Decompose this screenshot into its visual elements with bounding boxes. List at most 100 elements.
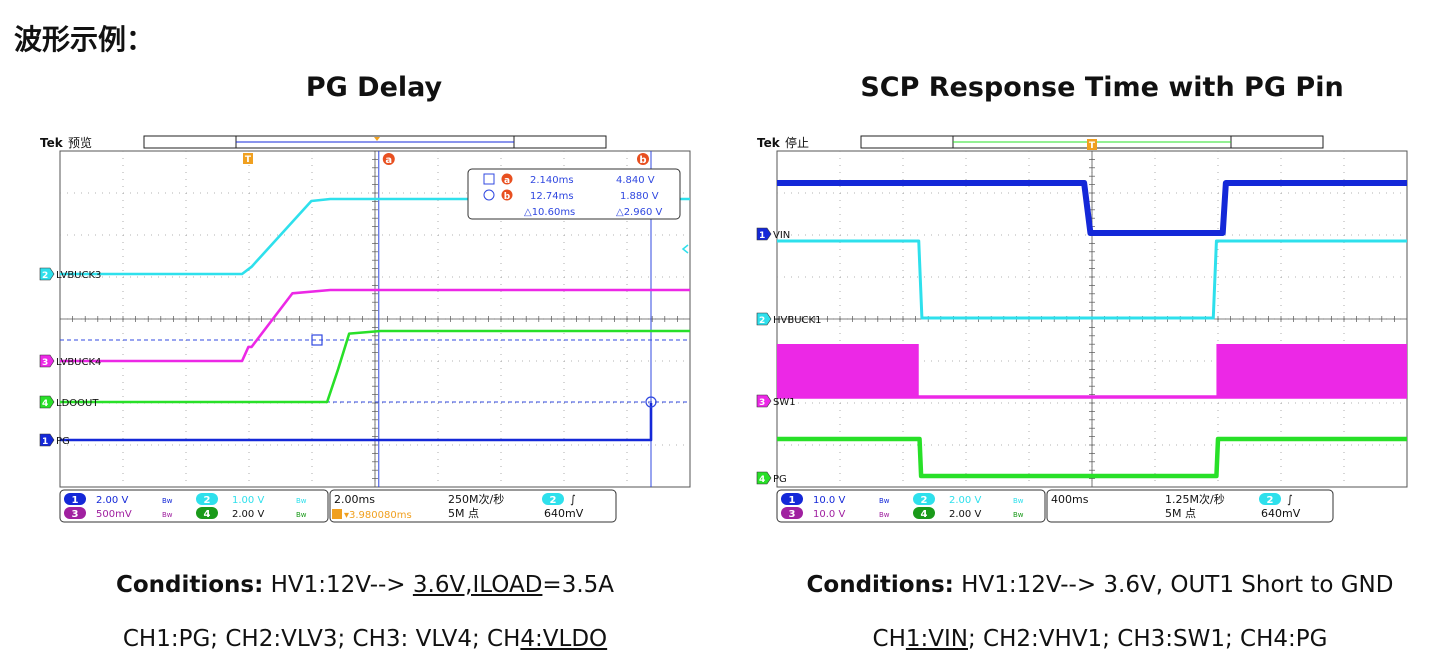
ch2-scale-value: 1.00 V	[232, 495, 264, 506]
trigger-level-value: 640mV	[544, 507, 584, 520]
cursor-readout-box	[467, 168, 681, 220]
trigger-marker-letter: T	[245, 155, 252, 165]
sample-rate-value: 250M次/秒	[448, 492, 504, 506]
cursor-b-circle-marker	[645, 396, 657, 408]
trigger-marker-icon	[1087, 139, 1097, 150]
trigger-slope-icon: ∫	[570, 493, 576, 506]
trigger-level-value: 640mV	[1261, 507, 1301, 520]
ch3-scale-value: 500mV	[96, 509, 132, 520]
cursor-b-marker-letter: b	[639, 155, 646, 166]
chart-title-scp-response: SCP Response Time with PG Pin	[860, 72, 1344, 103]
cursor-b-marker-icon	[637, 153, 649, 165]
channels-suffix: ; CH2:VHV1; CH3:SW1; CH4:PG	[968, 626, 1328, 652]
trace-ldoout	[60, 329, 690, 404]
sample-rate-value: 1.25M次/秒	[1165, 492, 1225, 506]
ch1-scale-value: 2.00 V	[96, 495, 128, 506]
readout-b-value: 1.880 V	[620, 191, 659, 202]
channel-scale-box	[59, 489, 329, 523]
ch2-offscreen-arrow	[681, 244, 689, 254]
ch4-ldoout-number: 4	[42, 399, 48, 409]
readout-a-square-icon	[483, 173, 495, 185]
ch1-scale-badge	[64, 493, 86, 505]
channels-line-scp: CH1:VIN; CH2:VHV1; CH3:SW1; CH4:PG	[760, 626, 1440, 652]
ch2-scale-badge-number: 2	[921, 495, 928, 506]
ch2-scale-badge	[196, 493, 218, 505]
trigger-source-badge-number: 2	[550, 495, 557, 506]
trace-pg	[60, 403, 653, 442]
ch2-lvbuck3-label: LVBUCK3	[56, 270, 101, 281]
ch3-scale-badge-number: 3	[72, 509, 79, 520]
record-length-value: 5M 点	[448, 507, 479, 520]
ch1-pg-label: PG	[56, 436, 70, 447]
trace-hvbuck1	[777, 239, 1407, 320]
readout-b-circle-icon	[483, 189, 495, 201]
ch4-pg-marker	[756, 471, 772, 485]
ch1-pg-number: 1	[42, 437, 48, 447]
channels-prefix: CH	[872, 626, 906, 652]
ch4-scale-value: 2.00 V	[232, 509, 264, 520]
conditions-label: Conditions:	[806, 572, 954, 598]
cursor-a-square-marker	[311, 334, 323, 346]
readout-b-marker-icon	[501, 189, 513, 201]
ch2-hvbuck1-marker	[756, 312, 772, 326]
conditions-label: Conditions:	[115, 572, 264, 598]
ch4-scale-badge-number: 4	[921, 509, 928, 520]
scope-screen-scp: Tek 停止 1 VIN 2 HVBUCK1 3 SW1 4 PG T 1 10.0 V Bw 2 2.00 …	[756, 133, 1408, 525]
ch2-scale-badge	[913, 493, 935, 505]
readout-b-marker-letter: b	[504, 192, 511, 202]
ch2-hvbuck1-number: 2	[759, 316, 765, 326]
channels-underlined: 4:VLDO	[520, 626, 608, 652]
cursor-a-marker-letter: a	[385, 155, 392, 166]
ch1-scale-value: 10.0 V	[813, 495, 845, 506]
trace-lvbuck3	[60, 197, 690, 276]
ch2-scale-value: 2.00 V	[949, 495, 981, 506]
ch4-scale-badge	[913, 507, 935, 519]
ch1-scale-badge-number: 1	[72, 495, 79, 506]
trace-vin	[777, 180, 1407, 236]
readout-delta-value: △2.960 V	[616, 207, 662, 218]
ch3-scale-value: 10.0 V	[813, 509, 845, 520]
ch3-sw1-label: SW1	[773, 397, 796, 408]
ch1-vin-label: VIN	[773, 230, 790, 241]
ch1-vin-number: 1	[759, 231, 765, 241]
scope-plot-scp: Tek 停止 1 VIN 2 HVBUCK1 3 SW1 4 PG T 1 10.0 V Bw 2 2.00 …	[756, 135, 1408, 523]
trigger-slope-icon: ∫	[1287, 493, 1293, 506]
ch3-lvbuck4-marker	[39, 354, 55, 368]
trigger-position-value: ▾3.980080ms	[344, 510, 412, 521]
ch3-lvbuck4-label: LVBUCK4	[56, 357, 101, 368]
ch2-bw-icon: Bw	[1013, 497, 1024, 505]
ch4-scale-badge-number: 4	[204, 509, 211, 520]
ch3-bw-icon: Bw	[879, 511, 890, 519]
readout-a-marker-icon	[501, 173, 513, 185]
ch2-bw-icon: Bw	[296, 497, 307, 505]
ch4-pg-label: PG	[773, 474, 787, 485]
trigger-marker-icon	[243, 153, 253, 164]
channels-underlined: 1:VIN	[905, 626, 968, 652]
channels-prefix: CH1:PG; CH2:VLV3; CH3: VLV4; CH	[122, 626, 521, 652]
ch2-scale-badge-number: 2	[204, 495, 211, 506]
status-tek-label: Tek	[40, 136, 64, 150]
trigger-source-badge	[1259, 493, 1281, 505]
readout-a-time: 2.140ms	[530, 175, 574, 186]
trigger-source-badge	[542, 493, 564, 505]
ch1-scale-badge-number: 1	[789, 495, 796, 506]
ch4-bw-icon: Bw	[296, 511, 307, 519]
ch1-bw-icon: Bw	[162, 497, 173, 505]
ch2-lvbuck3-marker	[39, 267, 55, 281]
readout-a-value: 4.840 V	[616, 175, 655, 186]
ch4-scale-badge	[196, 507, 218, 519]
ch3-sw1-number: 3	[759, 398, 765, 408]
ch2-hvbuck1-label: HVBUCK1	[773, 315, 821, 326]
ch3-scale-badge-number: 3	[789, 509, 796, 520]
readout-a-marker-letter: a	[504, 176, 510, 186]
ch3-scale-badge	[64, 507, 86, 519]
ch1-vin-marker	[756, 227, 772, 241]
conditions-prefix: HV1:12V-->	[263, 572, 413, 598]
trigger-top-arrow	[374, 137, 380, 141]
record-length-value: 5M 点	[1165, 507, 1196, 520]
ch1-pg-marker	[39, 433, 55, 447]
timebase-value: 400ms	[1051, 493, 1089, 506]
trigger-position-icon	[332, 509, 342, 519]
ch4-scale-value: 2.00 V	[949, 509, 981, 520]
conditions-underlined: 3.6V,ILOAD	[412, 572, 543, 598]
